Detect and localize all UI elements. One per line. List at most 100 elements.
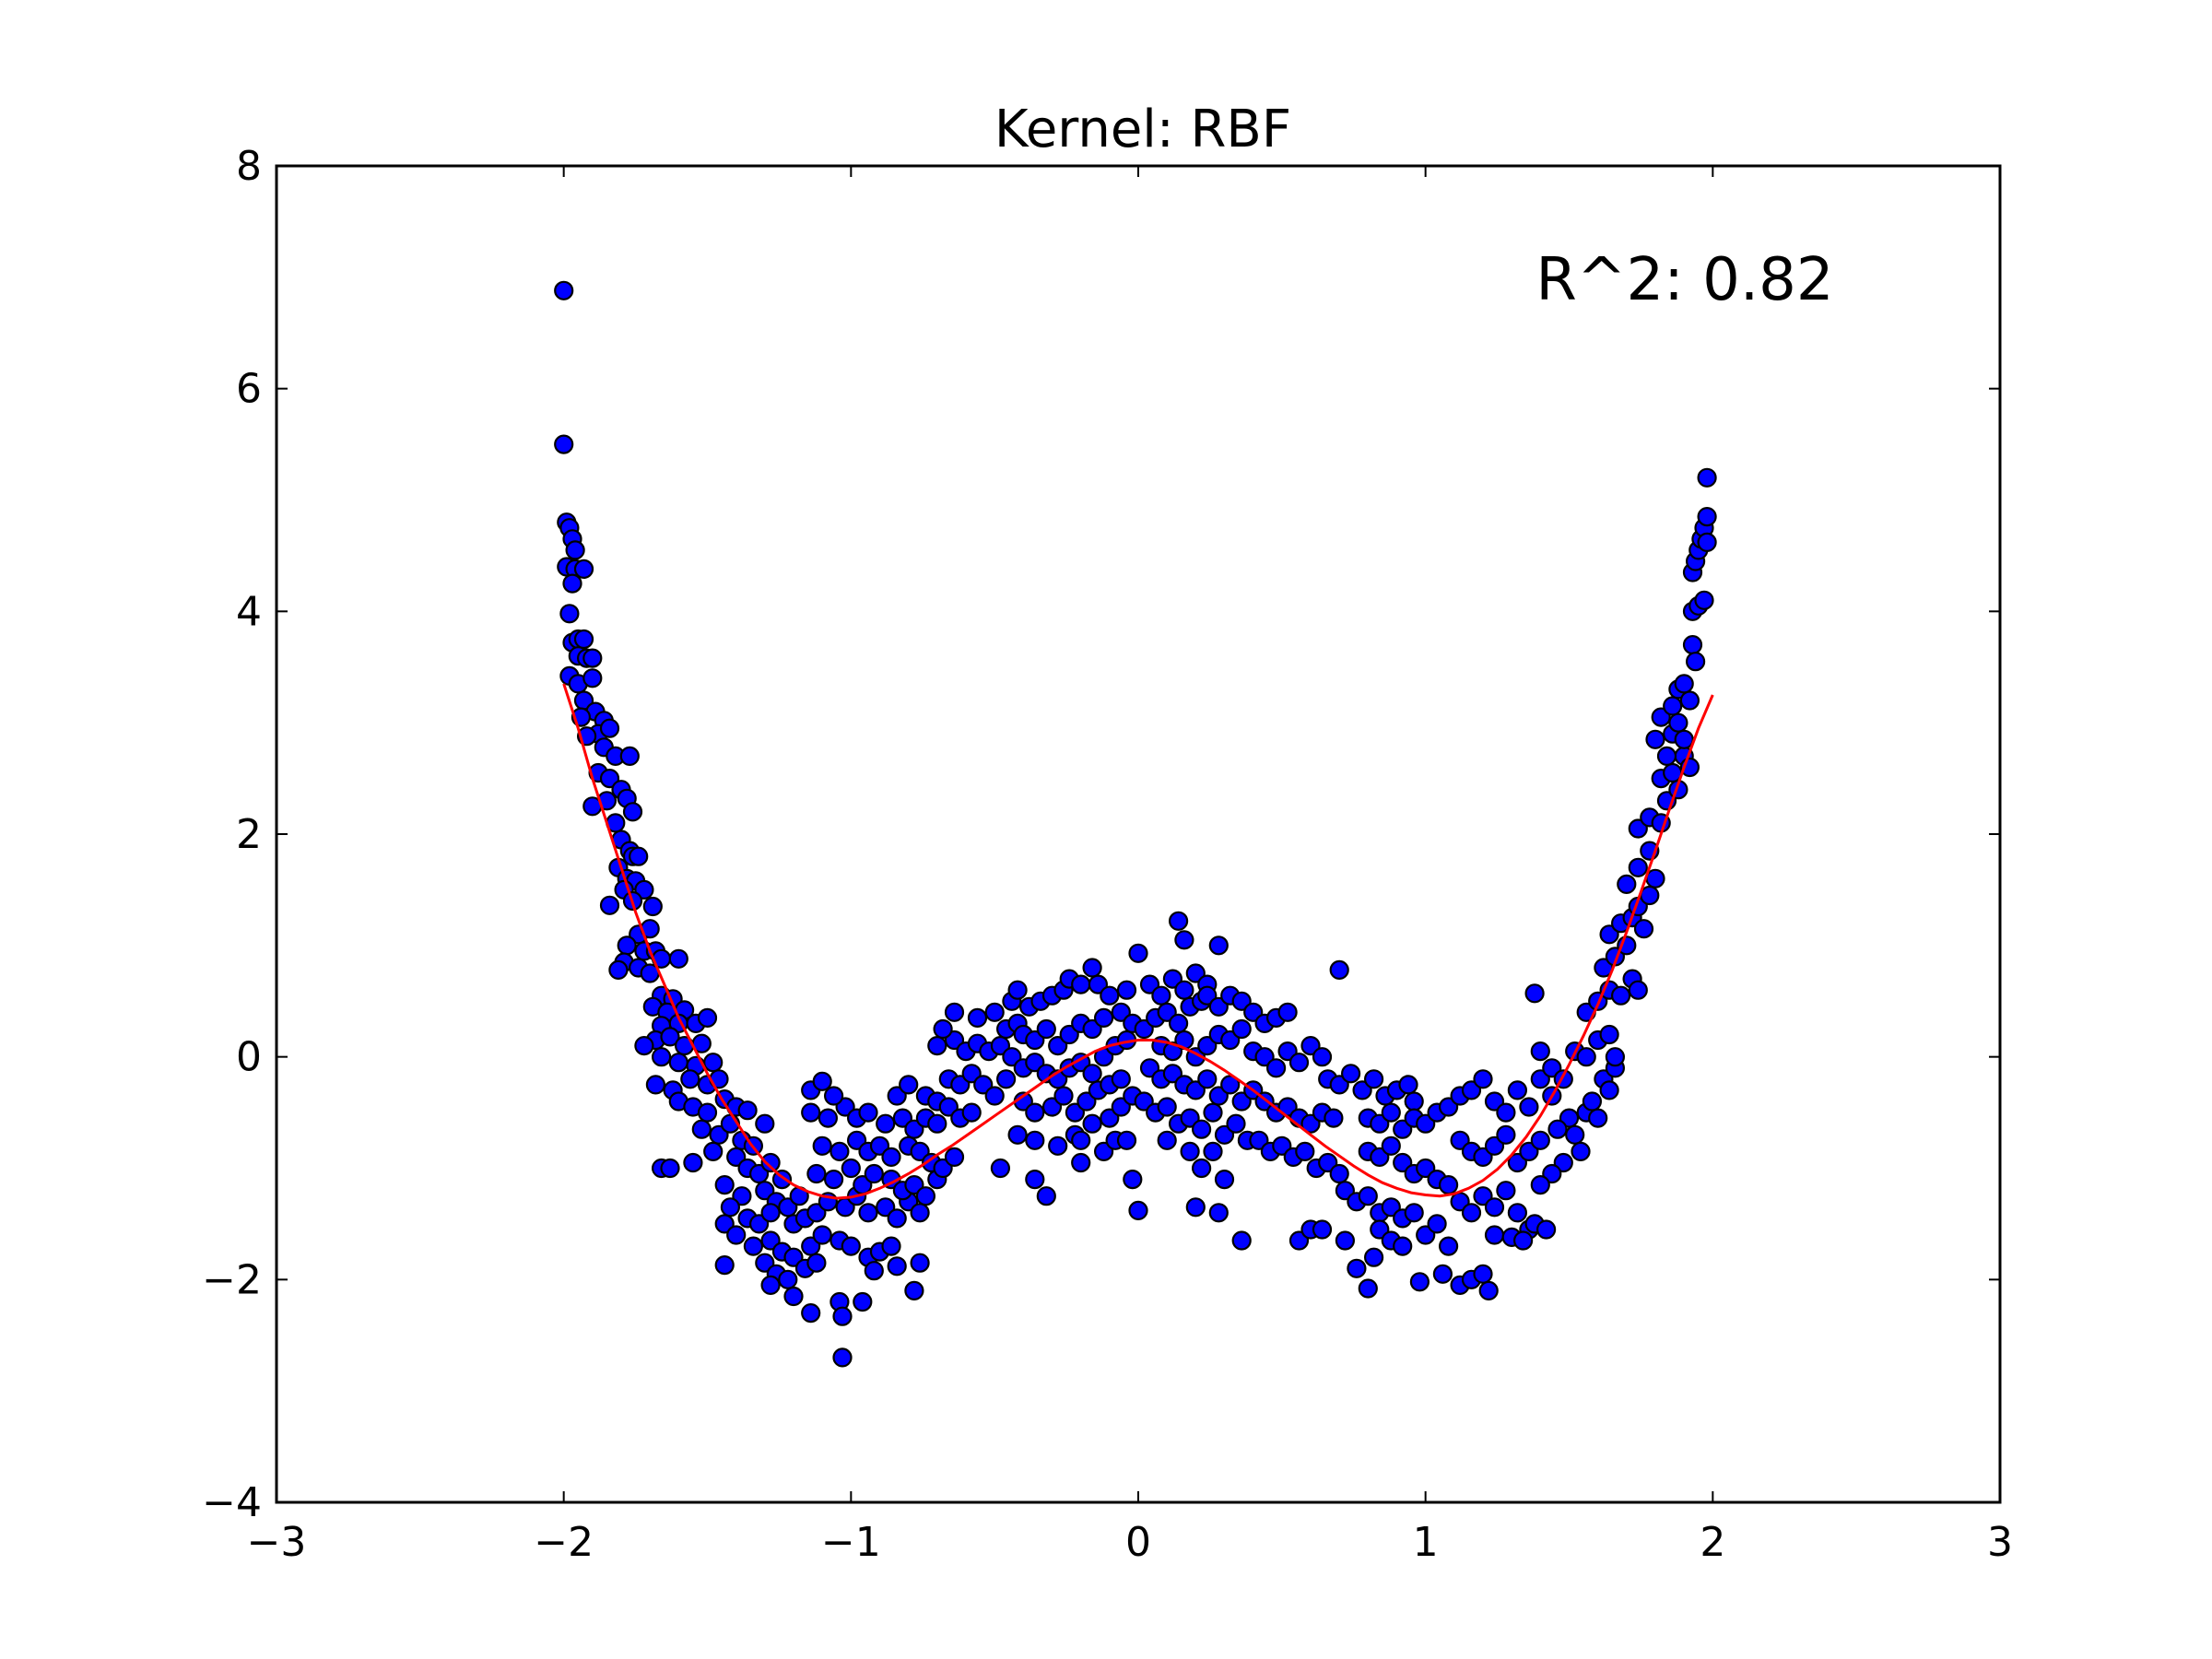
scatter-point — [1162, 1064, 1183, 1084]
scatter-point — [1628, 818, 1648, 839]
scatter-point — [1071, 1130, 1091, 1150]
scatter-point — [1277, 1041, 1298, 1062]
scatter-point — [1393, 1236, 1413, 1256]
scatter-point — [1484, 1225, 1505, 1245]
scatter-point — [726, 1225, 747, 1245]
scatter-point — [1329, 1163, 1349, 1184]
scatter-point — [1663, 696, 1683, 716]
scatter-point — [887, 1086, 907, 1106]
scatter-point — [1363, 1247, 1384, 1267]
scatter-point — [634, 1035, 654, 1056]
scatter-point — [910, 1141, 930, 1162]
scatter-point — [1162, 969, 1183, 989]
scatter-point — [904, 1280, 924, 1301]
scatter-point — [1588, 1108, 1608, 1128]
scatter-point — [899, 1075, 919, 1095]
scatter-point — [904, 1174, 924, 1195]
scatter-point — [1416, 1225, 1436, 1245]
scatter-point — [1231, 1230, 1252, 1251]
scatter-point — [660, 1027, 680, 1047]
scatter-point — [806, 1203, 827, 1223]
scatter-point — [1157, 1097, 1177, 1117]
scatter-point — [1507, 1152, 1528, 1173]
scatter-point — [573, 559, 594, 580]
scatter-point — [714, 1254, 735, 1276]
scatter-point — [876, 1197, 896, 1218]
scatter-point — [691, 1119, 712, 1139]
scatter-point — [554, 280, 574, 300]
scatter-point — [1300, 1035, 1321, 1056]
scatter-point — [1599, 924, 1619, 945]
scatter-point — [1496, 1124, 1516, 1145]
fit-line — [562, 683, 1714, 1200]
scatter-point — [1231, 1018, 1252, 1040]
x-tick-label: 1 — [1413, 1519, 1439, 1566]
scatter-point — [1478, 1280, 1499, 1301]
scatter-point — [683, 1152, 703, 1173]
x-tick-label: −2 — [534, 1519, 594, 1566]
scatter-point — [1393, 1119, 1413, 1139]
y-tick-label: −4 — [202, 1479, 262, 1526]
scatter-point — [1617, 874, 1637, 895]
scatter-point — [1139, 974, 1160, 994]
scatter-point — [832, 1306, 853, 1326]
scatter-point — [1347, 1258, 1367, 1278]
y-tick-label: 2 — [236, 811, 262, 858]
scatter-point — [967, 1007, 988, 1029]
scatter-point — [904, 1119, 924, 1139]
scatter-point — [1674, 674, 1694, 694]
scatter-point — [1116, 1130, 1137, 1150]
scatter-point — [1191, 1119, 1212, 1139]
scatter-point — [1697, 532, 1717, 553]
scatter-point — [1053, 1086, 1074, 1106]
scatter-point — [933, 1158, 953, 1179]
scatter-point — [1100, 985, 1120, 1006]
scatter-point — [1220, 1030, 1241, 1051]
scatter-point — [582, 668, 603, 688]
scatter-point — [629, 846, 649, 866]
scatter-point — [806, 1163, 827, 1184]
scatter-point — [1358, 1278, 1378, 1299]
scatter-point — [1082, 1113, 1102, 1134]
scatter-point — [1093, 1007, 1114, 1029]
scatter-point — [990, 1158, 1011, 1179]
scatter-point — [726, 1147, 747, 1168]
scatter-point — [1381, 1197, 1401, 1218]
scatter-point — [933, 1018, 953, 1040]
scatter-point — [1134, 1091, 1154, 1112]
scatter-point — [1484, 1197, 1505, 1218]
scatter-point — [812, 1071, 832, 1091]
scatter-point — [938, 1097, 959, 1117]
scatter-point — [927, 1035, 947, 1056]
scatter-point — [1197, 985, 1218, 1006]
scatter-point — [812, 1135, 832, 1156]
scatter-point — [668, 948, 688, 969]
scatter-point — [617, 935, 637, 956]
scatter-point — [760, 1152, 781, 1173]
scatter-point — [1381, 1135, 1401, 1156]
scatter-point — [1025, 1130, 1045, 1150]
scatter-point — [1473, 1147, 1493, 1168]
scatter-point — [1197, 1069, 1218, 1089]
scatter-point — [1329, 1075, 1349, 1095]
scatter-point — [858, 1102, 878, 1123]
scatter-point — [1645, 729, 1665, 749]
y-axis: −4 −2 0 2 4 6 8 — [202, 143, 2000, 1526]
scatter-point — [1519, 1097, 1539, 1117]
scatter-point — [1300, 1113, 1321, 1134]
scatter-point — [1416, 1113, 1436, 1134]
scatter-point — [1277, 1002, 1298, 1022]
scatter-point — [755, 1113, 775, 1134]
scatter-point — [1249, 1130, 1269, 1150]
scatter-point — [910, 1253, 930, 1273]
scatter-point — [1656, 746, 1677, 767]
scatter-point — [1214, 1124, 1235, 1145]
scatter-point — [582, 648, 603, 668]
scatter-point — [1404, 1091, 1424, 1112]
scatter-point — [1208, 1203, 1229, 1223]
scatter-point — [1507, 1203, 1528, 1223]
scatter-point — [1318, 1152, 1338, 1173]
scatter-point — [1473, 1069, 1493, 1089]
scatter-point — [1168, 1013, 1189, 1034]
scatter-point — [1352, 1080, 1372, 1100]
